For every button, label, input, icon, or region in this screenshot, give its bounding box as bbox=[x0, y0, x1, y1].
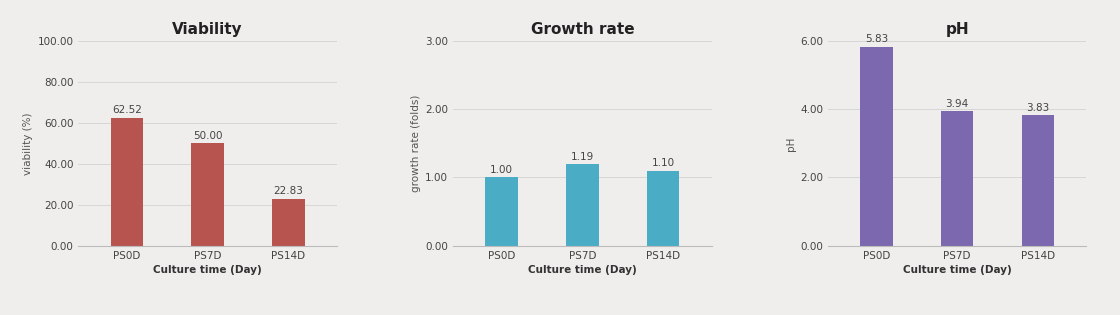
Bar bbox=[272, 199, 305, 246]
Text: 1.00: 1.00 bbox=[491, 165, 513, 175]
Text: 1.19: 1.19 bbox=[571, 152, 594, 162]
X-axis label: Culture time (Day): Culture time (Day) bbox=[903, 265, 1011, 275]
Y-axis label: pH: pH bbox=[786, 136, 796, 151]
Title: Viability: Viability bbox=[172, 22, 243, 37]
Bar bbox=[111, 118, 143, 246]
Text: 5.83: 5.83 bbox=[865, 34, 888, 44]
Title: pH: pH bbox=[945, 22, 969, 37]
Text: 50.00: 50.00 bbox=[193, 131, 223, 141]
Title: Growth rate: Growth rate bbox=[531, 22, 634, 37]
Text: 3.83: 3.83 bbox=[1026, 103, 1049, 112]
Bar bbox=[647, 171, 680, 246]
Bar bbox=[567, 164, 598, 246]
Text: 3.94: 3.94 bbox=[945, 99, 969, 109]
Y-axis label: growth rate (folds): growth rate (folds) bbox=[411, 94, 421, 192]
Bar bbox=[860, 47, 893, 246]
Text: 1.10: 1.10 bbox=[652, 158, 674, 168]
Text: 62.52: 62.52 bbox=[112, 105, 142, 115]
X-axis label: Culture time (Day): Culture time (Day) bbox=[153, 265, 262, 275]
Bar bbox=[192, 143, 224, 246]
X-axis label: Culture time (Day): Culture time (Day) bbox=[528, 265, 637, 275]
Bar bbox=[1021, 115, 1054, 246]
Bar bbox=[941, 111, 973, 246]
Bar bbox=[485, 177, 517, 246]
Text: 22.83: 22.83 bbox=[273, 186, 304, 197]
Y-axis label: viability (%): viability (%) bbox=[24, 112, 34, 175]
